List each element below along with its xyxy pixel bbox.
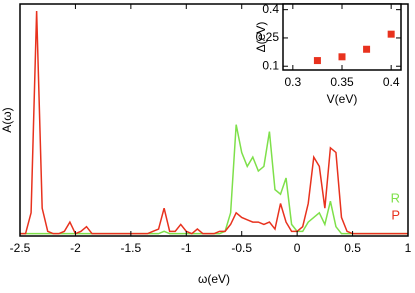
legend-entry: P	[391, 207, 400, 222]
point	[363, 45, 371, 53]
point	[313, 57, 321, 65]
y-axis-label: A(ω)	[0, 107, 14, 132]
x-tick-label: -2.5	[10, 241, 31, 255]
x-tick-label: -2	[70, 241, 81, 255]
point	[338, 53, 346, 61]
y-tick-label: 0.1	[262, 58, 279, 72]
x-tick-label: -0.5	[231, 241, 252, 255]
x-tick-label: 0.3	[284, 75, 301, 89]
x-axis-label: ω(eV)	[198, 272, 230, 286]
line	[20, 10, 408, 235]
legend-entry: R	[391, 190, 400, 205]
x-tick-label: -1.5	[121, 241, 142, 255]
x-tick-label: 0.5	[344, 241, 361, 255]
x-tick-label: 0.4	[383, 75, 400, 89]
x-tick-label: 0.35	[330, 75, 354, 89]
x-tick-label: 0	[294, 241, 301, 255]
point	[387, 30, 395, 38]
y-axis-label: Δ(eV)	[254, 22, 268, 53]
axes-frame	[19, 3, 409, 237]
y-tick-label: 0.4	[262, 2, 279, 16]
y-tick-label: 0.25	[256, 30, 280, 44]
x-axis-label: V(eV)	[327, 92, 358, 106]
x-tick-label: 1	[405, 241, 412, 255]
x-tick-label: -1	[181, 241, 192, 255]
